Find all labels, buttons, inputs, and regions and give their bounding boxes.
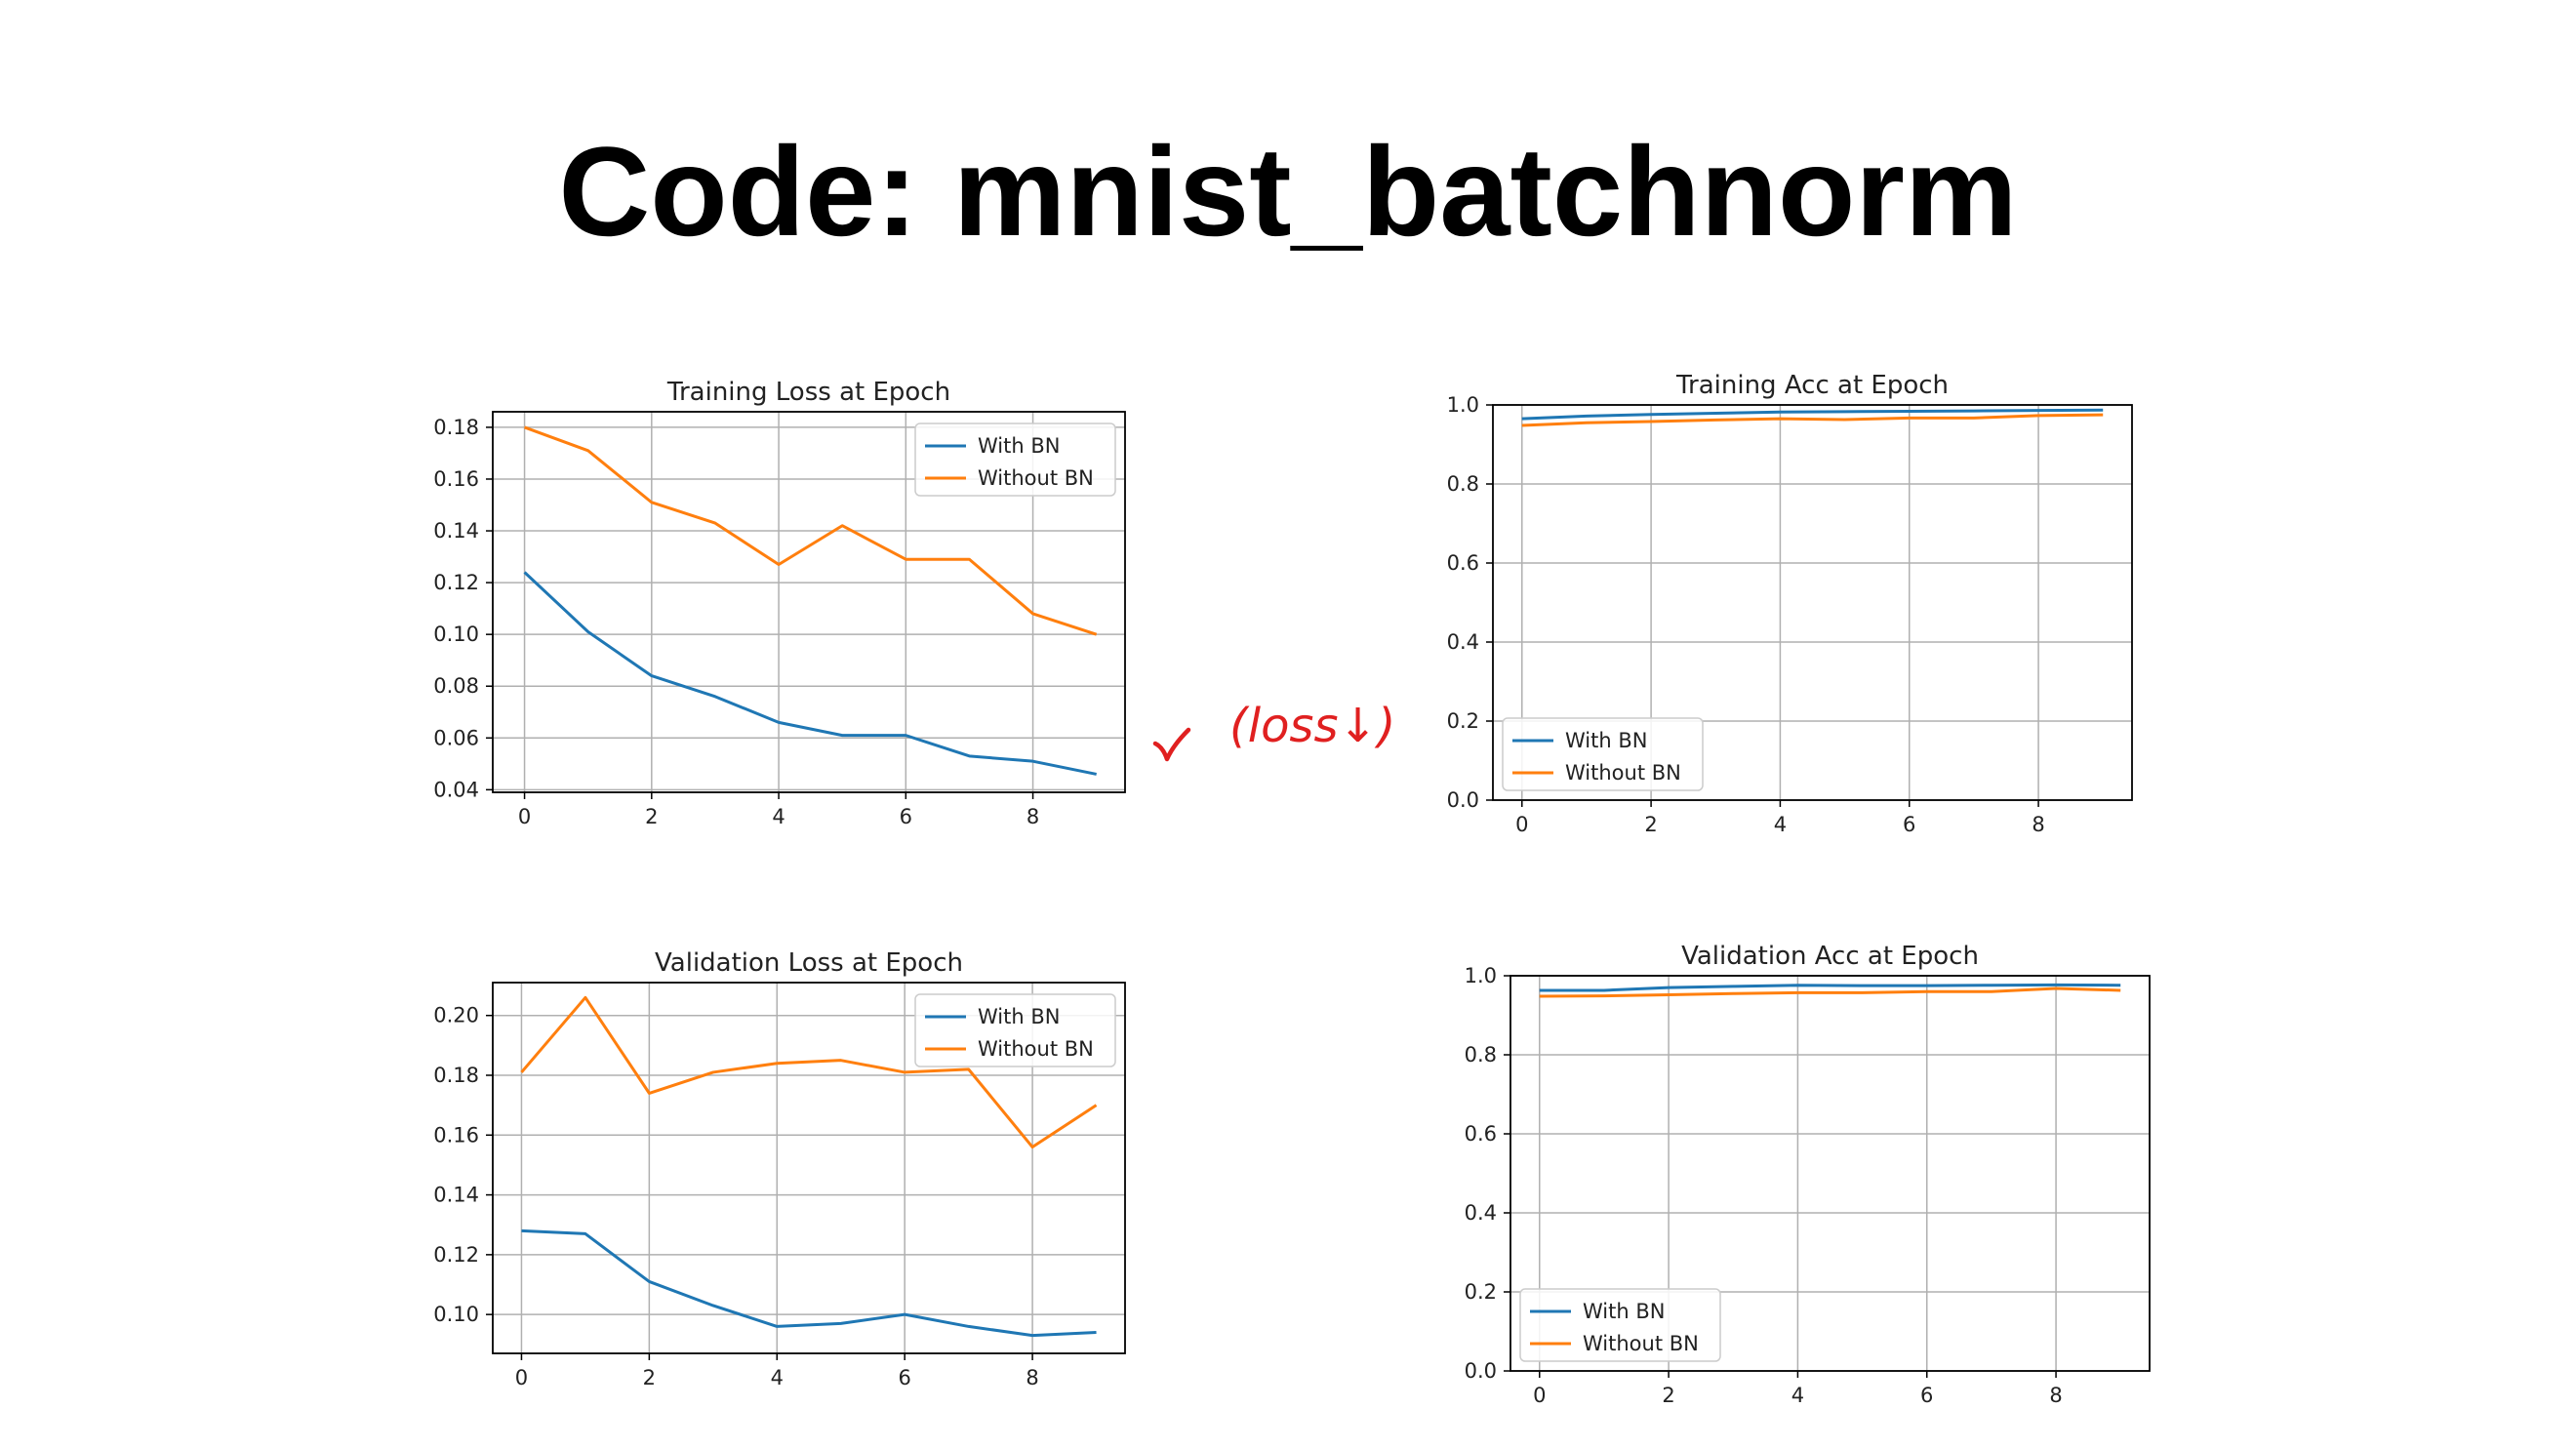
y-tick-label: 0.4 xyxy=(1447,630,1479,654)
legend: With BN Without BN xyxy=(914,423,1116,497)
x-tick-label: 8 xyxy=(1026,1366,1038,1389)
x-tick-label: 0 xyxy=(518,805,531,828)
y-tick-label: 0.06 xyxy=(433,726,479,749)
series-line-with-bn xyxy=(1539,983,2121,992)
legend-label: With BN xyxy=(1565,729,1647,752)
x-tick-label: 4 xyxy=(771,1366,784,1389)
plot-frame xyxy=(1492,404,2133,801)
y-tick-label: 0.16 xyxy=(433,467,479,491)
legend-label: With BN xyxy=(978,434,1060,458)
x-tick-label: 2 xyxy=(643,1366,656,1389)
annotation-text: (loss↓) xyxy=(1229,699,1395,753)
legend-label: Without BN xyxy=(1565,761,1681,785)
validation-loss-chart: Validation Loss at Epoch 0 2 4 6 8 0.10 0.12 0.1… xyxy=(433,948,1126,1389)
x-tick-label: 6 xyxy=(1920,1384,1933,1407)
y-tick-label: 0.20 xyxy=(433,1004,479,1027)
x-tick-label: 0 xyxy=(515,1366,528,1389)
y-tick-label: 0.14 xyxy=(433,519,479,543)
x-tick-label: 8 xyxy=(2032,813,2044,836)
y-tick-label: 0.0 xyxy=(1447,788,1479,812)
series-line-without-bn xyxy=(520,995,1098,1149)
y-tick-label: 0.12 xyxy=(433,571,479,594)
y-tick-label: 0.2 xyxy=(1447,709,1479,733)
y-tick-label: 0.12 xyxy=(433,1243,479,1267)
series-line-without-bn xyxy=(1521,413,2104,427)
y-tick-label: 0.6 xyxy=(1447,551,1479,575)
x-tick-label: 4 xyxy=(1791,1384,1804,1407)
y-tick-label: 0.04 xyxy=(433,778,479,801)
x-tick-label: 8 xyxy=(2049,1384,2062,1407)
validation-acc-chart: Validation Acc at Epoch 0 2 4 6 8 0.0 0.2 0.4 0.6… xyxy=(1465,942,2151,1407)
series-line-with-bn xyxy=(521,1228,1097,1338)
y-tick-label: 0.4 xyxy=(1465,1201,1497,1225)
training-loss-chart: Training Loss at Epoch 0 2 4 6 8 0.04 0.06 0.08 0… xyxy=(433,378,1126,828)
series-line-without-bn xyxy=(524,425,1098,636)
y-tick-label: 0.08 xyxy=(433,674,479,698)
y-tick-label: 1.0 xyxy=(1465,964,1497,987)
chart-title: Training Loss at Epoch xyxy=(666,378,950,407)
chart-title: Validation Loss at Epoch xyxy=(655,948,963,978)
series-line-with-bn xyxy=(523,571,1097,776)
y-tick-label: 1.0 xyxy=(1447,393,1479,417)
x-tick-label: 0 xyxy=(1515,813,1528,836)
training-acc-chart: Training Acc at Epoch 0 2 4 6 8 0.0 0.2 0.4 0.6 0.… xyxy=(1447,371,2133,836)
x-tick-label: 6 xyxy=(1903,813,1915,836)
legend-label: Without BN xyxy=(978,466,1094,490)
y-tick-label: 0.14 xyxy=(433,1184,479,1207)
y-tick-label: 0.0 xyxy=(1465,1359,1497,1383)
x-tick-label: 4 xyxy=(772,805,785,828)
x-tick-label: 6 xyxy=(898,1366,910,1389)
chart-title: Training Acc at Epoch xyxy=(1675,371,1949,400)
plot-frame xyxy=(1509,975,2151,1372)
y-tick-label: 0.10 xyxy=(433,623,479,646)
x-tick-label: 8 xyxy=(1026,805,1039,828)
checkmark-icon xyxy=(1152,727,1191,762)
y-tick-label: 0.18 xyxy=(433,1064,479,1087)
legend-label: With BN xyxy=(978,1005,1060,1028)
y-tick-label: 0.6 xyxy=(1465,1122,1497,1146)
legend: With BN Without BN xyxy=(914,993,1116,1067)
series-line-with-bn xyxy=(1521,408,2104,421)
x-tick-label: 0 xyxy=(1533,1384,1546,1407)
x-tick-label: 2 xyxy=(1662,1384,1674,1407)
slide-title: Code: mnist_batchnorm xyxy=(558,120,2018,262)
handwritten-annotation: (loss↓) xyxy=(1152,699,1395,762)
plot-frame xyxy=(492,411,1126,793)
y-tick-label: 0.16 xyxy=(433,1123,479,1147)
y-tick-label: 0.2 xyxy=(1465,1280,1497,1304)
legend-label: Without BN xyxy=(1583,1332,1699,1355)
legend: With BN Without BN xyxy=(1502,717,1704,791)
y-tick-label: 0.8 xyxy=(1447,472,1479,496)
legend-label: Without BN xyxy=(978,1037,1094,1061)
y-tick-label: 0.10 xyxy=(433,1303,479,1326)
series-line-without-bn xyxy=(1539,986,2121,998)
x-tick-label: 6 xyxy=(900,805,912,828)
legend: With BN Without BN xyxy=(1519,1288,1721,1362)
x-tick-label: 4 xyxy=(1774,813,1787,836)
plot-frame xyxy=(492,982,1126,1354)
y-tick-label: 0.8 xyxy=(1465,1043,1497,1067)
y-tick-label: 0.18 xyxy=(433,416,479,439)
legend-label: With BN xyxy=(1583,1300,1665,1323)
x-tick-label: 2 xyxy=(1644,813,1657,836)
x-tick-label: 2 xyxy=(645,805,658,828)
chart-title: Validation Acc at Epoch xyxy=(1681,942,1979,971)
